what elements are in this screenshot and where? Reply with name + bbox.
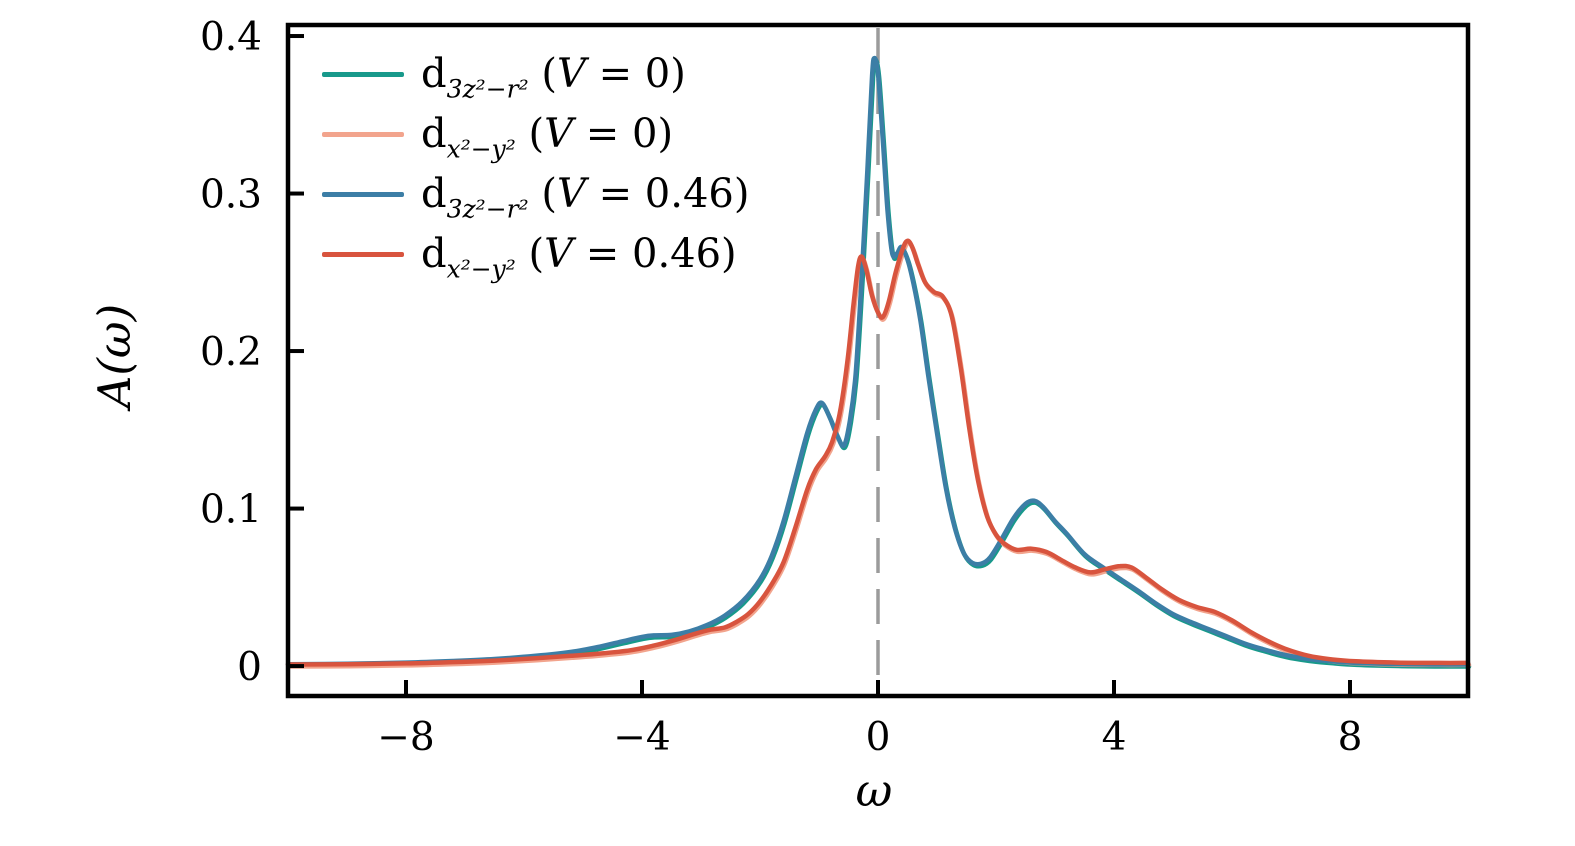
legend-label: d3z²−r² (V = 0.46) [421, 171, 750, 224]
legend-item-d3z2r2-v046: d3z²−r² (V = 0.46) [322, 164, 749, 224]
legend-label: dx²−y² (V = 0.46) [421, 231, 737, 284]
series-path-3 [285, 238, 1471, 667]
legend-item-d3z2r2-v0: d3z²−r² (V = 0) [322, 44, 749, 104]
axis-tick-labels: −8 −4 0 4 8 0 0.1 0.2 0.3 0.4 [200, 15, 1362, 760]
legend: d3z²−r² (V = 0) dx²−y² (V = 0) d3z²−r² (… [322, 44, 749, 284]
y-tick-label: 0.4 [200, 15, 262, 60]
x-tick-label: −4 [613, 715, 671, 760]
legend-line-red [322, 251, 404, 257]
x-tick-label: 4 [1102, 715, 1127, 760]
y-tick-label: 0.2 [200, 330, 262, 375]
y-tick-label: 0.3 [200, 173, 262, 218]
legend-line-salmon [322, 131, 404, 137]
x-axis-label: ω [856, 764, 893, 817]
x-tick-label: 0 [866, 715, 891, 760]
legend-item-dx2y2-v0: dx²−y² (V = 0) [322, 104, 749, 164]
axis-ticks [288, 34, 1352, 696]
series-path-2 [285, 55, 1471, 667]
spectral-curves [285, 55, 1472, 669]
y-tick-label: 0 [237, 645, 262, 690]
legend-label: dx²−y² (V = 0) [421, 111, 674, 164]
legend-line-teal [322, 71, 404, 77]
x-tick-label: 8 [1338, 715, 1363, 760]
y-tick-label: 0.1 [200, 488, 262, 533]
legend-label: d3z²−r² (V = 0) [421, 51, 686, 104]
legend-item-dx2y2-v046: dx²−y² (V = 0.46) [322, 224, 749, 284]
legend-line-blue [322, 191, 404, 197]
y-axis-label: A(ω) [88, 304, 141, 412]
x-tick-label: −8 [377, 715, 435, 760]
